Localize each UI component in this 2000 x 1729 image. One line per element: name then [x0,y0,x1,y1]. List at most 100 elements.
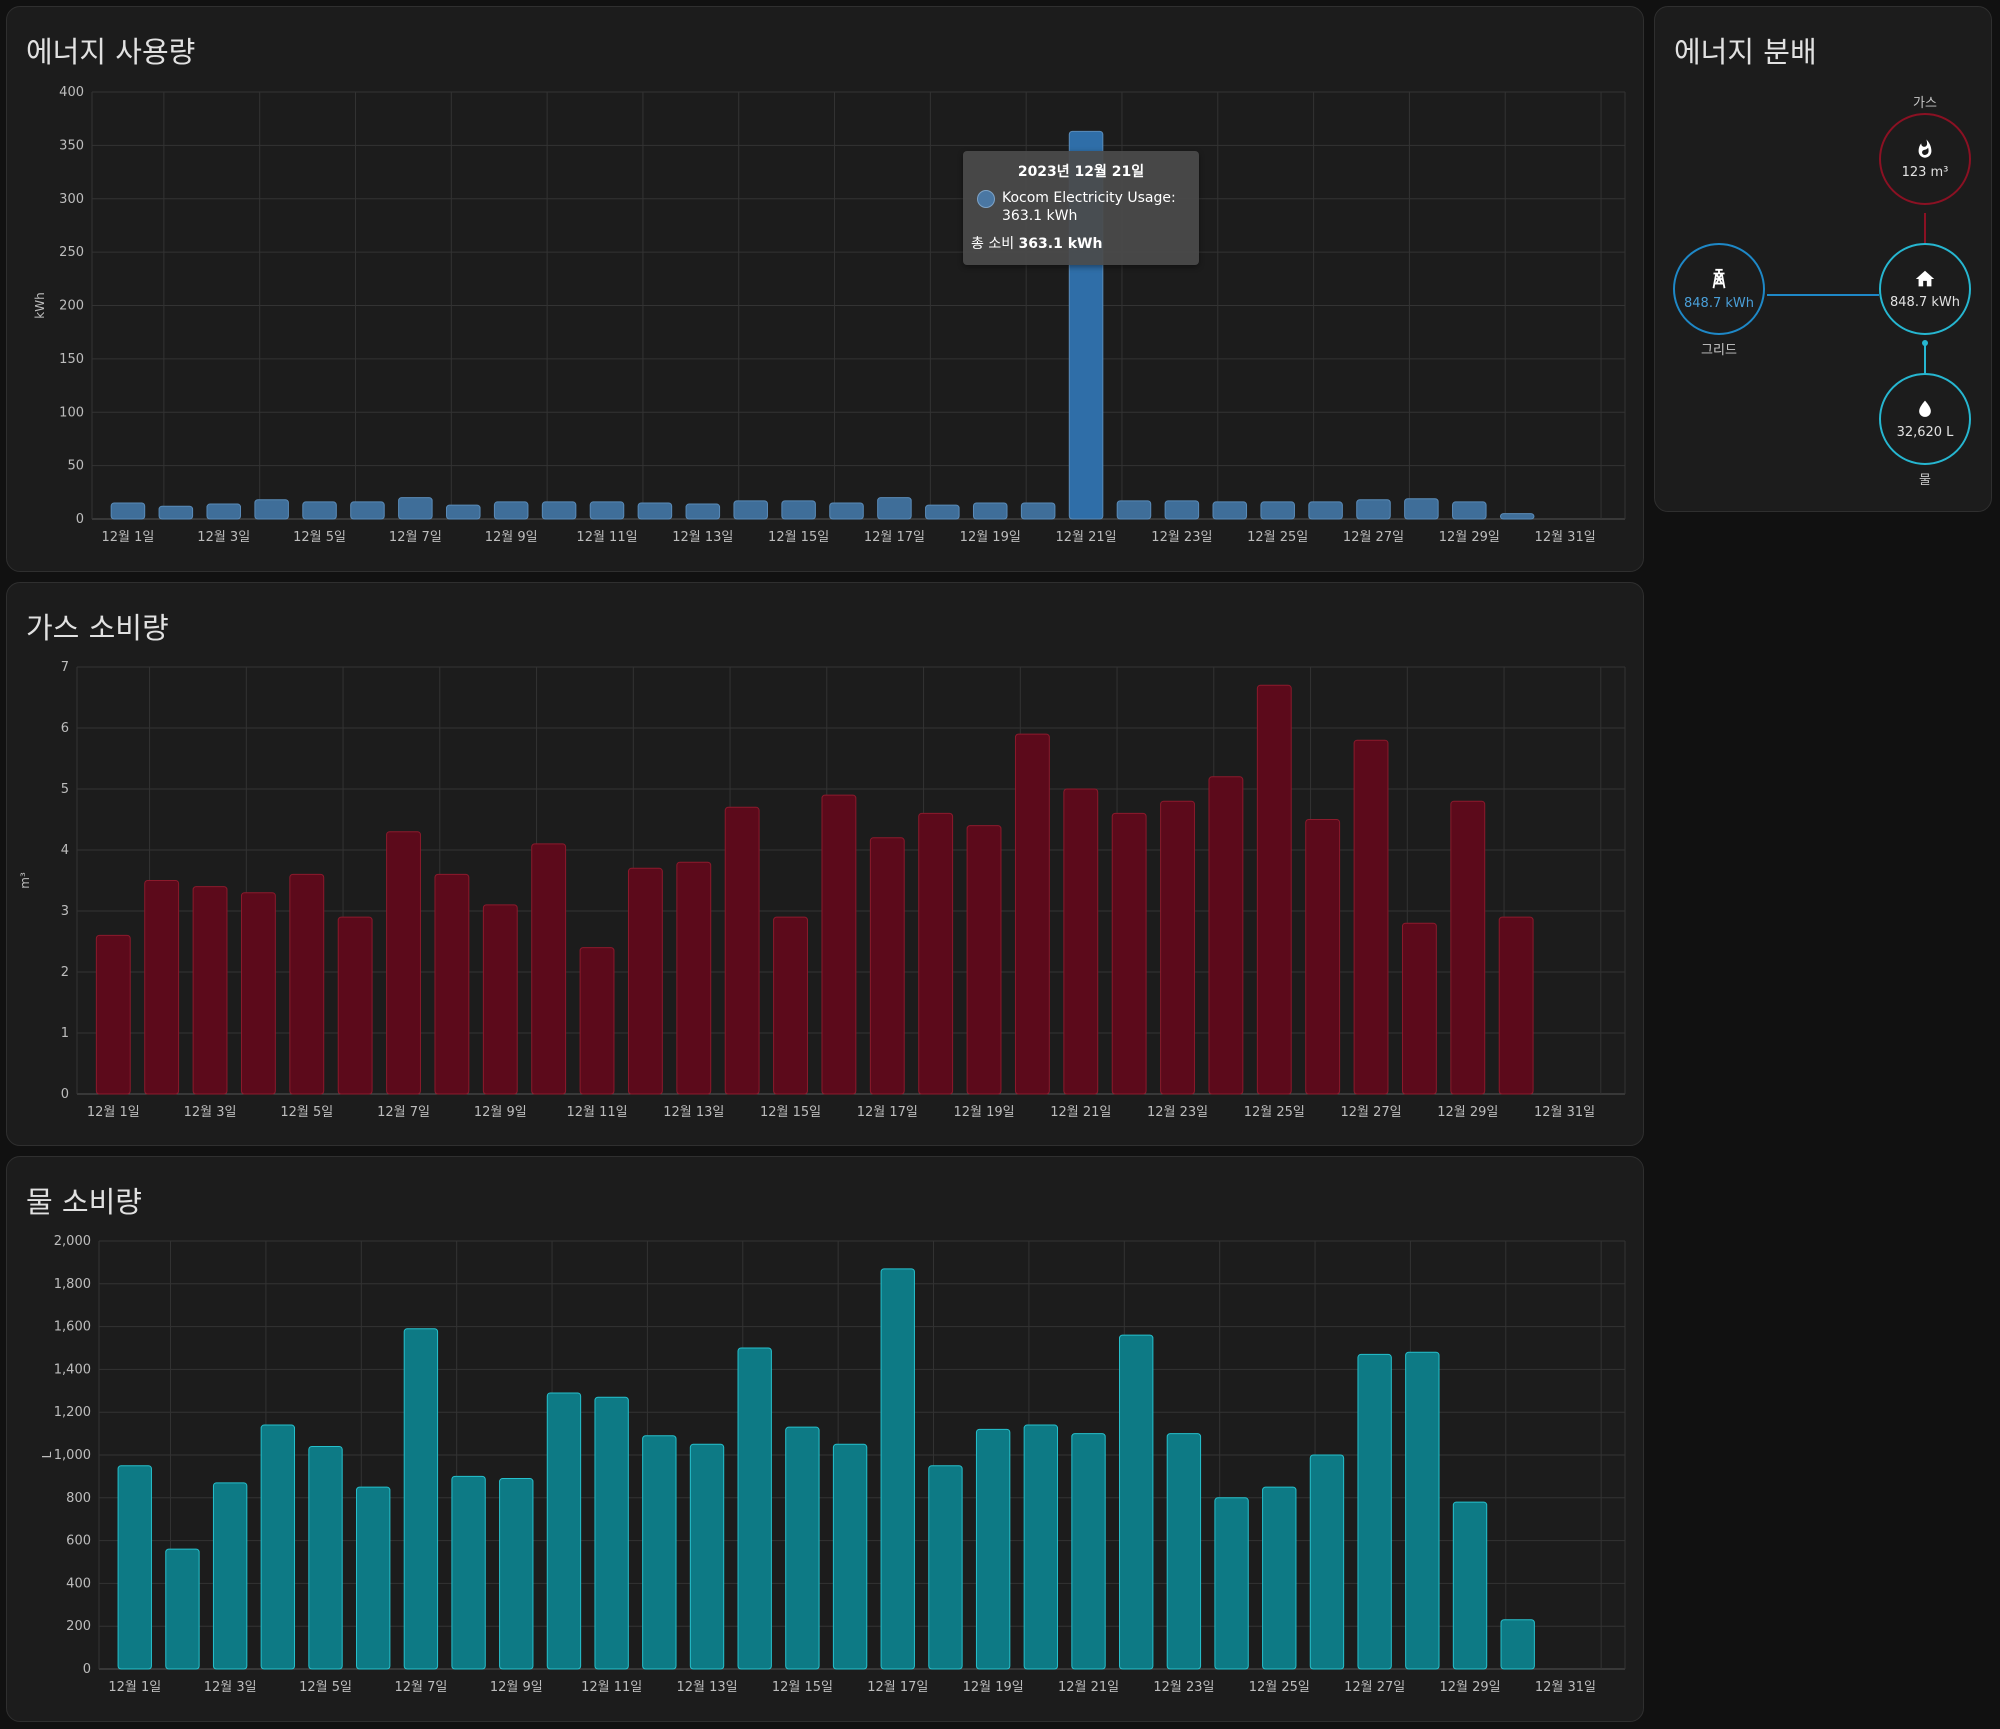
bar-12[interactable] [642,1435,677,1670]
bar-16[interactable] [832,1443,868,1670]
tooltip-series-label: Kocom Electricity Usage: [1002,190,1176,206]
bar-28[interactable] [1404,498,1439,520]
bar-26[interactable] [1309,1454,1345,1670]
bar-21[interactable] [1071,1433,1106,1670]
bar-19[interactable] [972,502,1008,520]
bar-20[interactable] [1023,1424,1059,1670]
bar-9[interactable] [499,1478,534,1670]
bar-2[interactable] [158,505,194,520]
bar-6[interactable] [356,1486,391,1670]
x-tick-label: 12월 15일 [760,1105,821,1120]
bar-1[interactable] [110,502,146,520]
bar-21[interactable] [1063,788,1099,1095]
bar-25[interactable] [1256,684,1292,1095]
bar-28[interactable] [1405,1351,1440,1670]
bar-25[interactable] [1260,501,1295,520]
bar-25[interactable] [1262,1486,1297,1670]
bar-30[interactable] [1500,1619,1535,1670]
bar-14[interactable] [737,1347,772,1670]
bar-5[interactable] [302,501,337,520]
bar-19[interactable] [966,825,1002,1095]
bar-7[interactable] [386,831,421,1095]
bar-22[interactable] [1111,812,1147,1095]
bar-11[interactable] [594,1396,629,1670]
bar-30[interactable] [1498,916,1534,1095]
bar-14[interactable] [724,806,760,1095]
bar-27[interactable] [1356,499,1391,520]
bar-22[interactable] [1119,1334,1154,1670]
bar-24[interactable] [1214,1497,1249,1670]
bar-5[interactable] [308,1445,343,1670]
bar-15[interactable] [785,1426,820,1670]
bar-15[interactable] [781,500,816,520]
bar-11[interactable] [579,947,615,1095]
bar-17[interactable] [880,1268,915,1670]
bar-20[interactable] [1020,502,1056,520]
bar-18[interactable] [918,812,954,1095]
bar-11[interactable] [589,501,625,520]
bar-23[interactable] [1160,800,1195,1095]
bar-6[interactable] [350,501,385,520]
gas-consumption-chart[interactable]: 7 6 5 4 3 2 1 0 m³ 12월 1일 12월 3일 12월 5일 12월 7일 12월 9일… [7,583,1644,1146]
bar-8[interactable] [446,504,481,520]
bar-27[interactable] [1357,1353,1392,1670]
bar-15[interactable] [773,916,808,1095]
bar-18[interactable] [928,1465,963,1670]
bar-12[interactable] [627,867,663,1095]
bar-3[interactable] [206,503,242,520]
bar-28[interactable] [1401,922,1437,1095]
bar-17[interactable] [869,837,905,1095]
bar-4[interactable] [240,892,276,1095]
bar-27[interactable] [1353,739,1389,1095]
bar-26[interactable] [1308,501,1343,520]
bar-10[interactable] [546,1392,582,1670]
bar-8[interactable] [434,873,470,1095]
bar-29[interactable] [1452,1501,1488,1670]
bar-16[interactable] [829,502,864,520]
bar-18[interactable] [925,504,960,520]
bar-1[interactable] [95,934,131,1095]
bar-30[interactable] [1499,513,1535,520]
bar-9[interactable] [493,501,529,520]
bar-10[interactable] [531,843,567,1095]
bar-6[interactable] [337,916,373,1095]
bar-13[interactable] [685,503,721,520]
bar-1[interactable] [117,1465,152,1670]
transmission-tower-icon [1712,268,1726,289]
bar-14[interactable] [733,500,768,520]
grid-node[interactable]: 848.7 kWh [1673,243,1765,335]
bar-7[interactable] [398,497,433,520]
bar-20[interactable] [1014,733,1050,1095]
water-consumption-chart[interactable]: 2,000 1,800 1,600 1,400 1,200 1,000 800 600 400 2… [7,1157,1644,1722]
bar-23[interactable] [1166,1433,1202,1670]
bar-24[interactable] [1212,501,1248,520]
bar-23[interactable] [1164,500,1200,520]
bar-29[interactable] [1450,800,1486,1095]
bar-7[interactable] [403,1328,439,1670]
bar-9[interactable] [482,904,518,1095]
bar-16[interactable] [821,794,857,1095]
bar-10[interactable] [541,501,577,520]
bar-17[interactable] [877,497,912,520]
home-node[interactable]: 848.7 kWh [1879,243,1971,335]
water-node[interactable]: 32,620 L [1879,373,1971,465]
bar-2[interactable] [165,1548,200,1670]
bar-19[interactable] [975,1428,1011,1670]
bar-22[interactable] [1116,500,1152,520]
gas-node[interactable]: 123 m³ [1879,113,1971,205]
bar-5[interactable] [289,873,325,1095]
bar-4[interactable] [254,499,289,520]
y-tick-label: 0 [83,1662,91,1677]
bar-24[interactable] [1208,776,1244,1095]
bar-2[interactable] [144,880,180,1095]
bar-29[interactable] [1452,501,1487,520]
energy-usage-chart[interactable]: 400 350 300 250 200 150 100 50 0 kWh 12월 1일 12월 3일 1… [7,7,1644,572]
bar-4[interactable] [260,1424,296,1670]
bar-8[interactable] [451,1475,486,1670]
bar-13[interactable] [676,861,712,1095]
bar-13[interactable] [689,1443,725,1670]
bar-3[interactable] [212,1482,248,1670]
bar-3[interactable] [192,886,228,1095]
bar-26[interactable] [1305,819,1341,1095]
bar-12[interactable] [637,502,673,520]
